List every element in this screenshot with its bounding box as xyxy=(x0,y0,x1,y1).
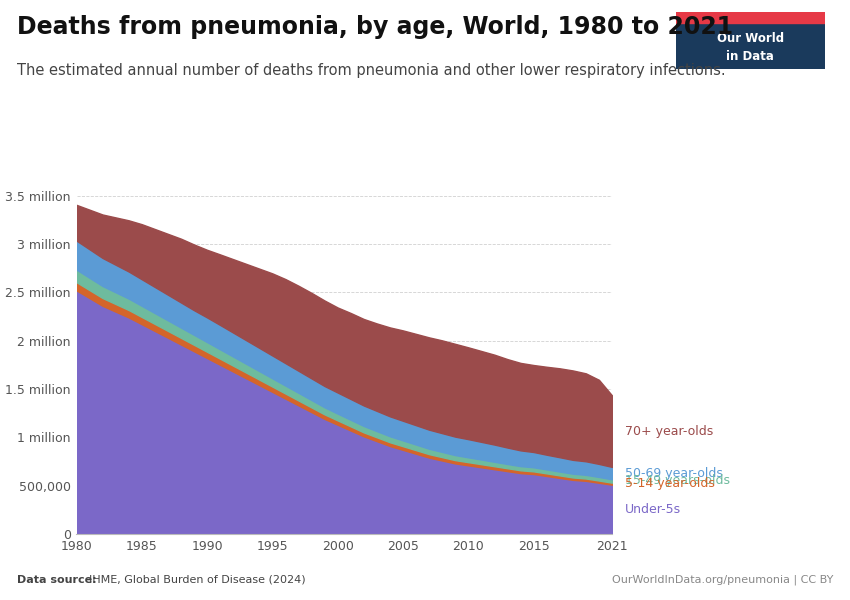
Text: 15-49 years-olds: 15-49 years-olds xyxy=(625,475,730,487)
Text: 5-14 year-olds: 5-14 year-olds xyxy=(625,477,715,490)
Text: Data source:: Data source: xyxy=(17,575,100,585)
Text: The estimated annual number of deaths from pneumonia and other lower respiratory: The estimated annual number of deaths fr… xyxy=(17,63,726,78)
Text: Deaths from pneumonia, by age, World, 1980 to 2021: Deaths from pneumonia, by age, World, 19… xyxy=(17,15,733,39)
Text: Under-5s: Under-5s xyxy=(625,503,681,516)
Text: IHME, Global Burden of Disease (2024): IHME, Global Burden of Disease (2024) xyxy=(89,575,306,585)
Text: 70+ year-olds: 70+ year-olds xyxy=(625,425,713,437)
Text: Our World
in Data: Our World in Data xyxy=(717,32,784,63)
Text: OurWorldInData.org/pneumonia | CC BY: OurWorldInData.org/pneumonia | CC BY xyxy=(612,575,833,585)
Text: 50-69 year-olds: 50-69 year-olds xyxy=(625,467,722,479)
Bar xyxy=(676,12,824,23)
FancyBboxPatch shape xyxy=(676,12,824,69)
